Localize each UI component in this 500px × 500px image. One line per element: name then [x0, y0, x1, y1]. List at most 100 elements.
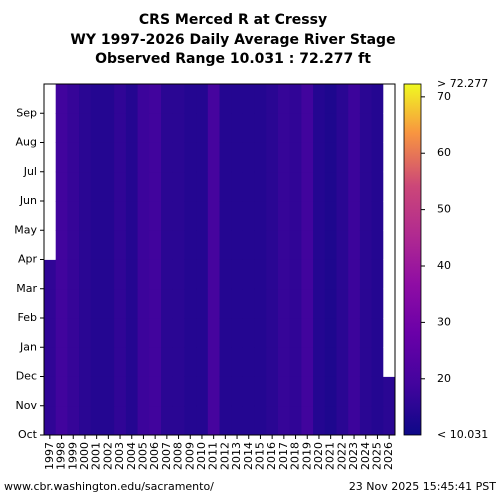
x-tick-label: 1998	[55, 442, 68, 470]
heatmap-cell	[172, 84, 185, 114]
heatmap-cell	[102, 288, 115, 319]
heatmap-cell	[278, 259, 291, 290]
heatmap-cell	[184, 376, 197, 407]
heatmap-cell	[67, 201, 80, 231]
heatmap-cell	[313, 376, 326, 407]
y-tick-label: Nov	[16, 399, 38, 412]
heatmap-cell	[55, 347, 68, 377]
heatmap-cell	[161, 376, 174, 407]
heatmap-cell	[266, 405, 279, 436]
heatmap-cell	[301, 376, 314, 407]
heatmap-cell	[231, 376, 244, 407]
heatmap-cell	[137, 201, 150, 231]
heatmap-cell	[383, 171, 396, 202]
heatmap-cell	[348, 405, 361, 436]
heatmap-cell	[79, 259, 92, 290]
x-tick-label: 2025	[370, 442, 383, 470]
heatmap-cell	[371, 84, 384, 114]
heatmap-cell	[336, 376, 349, 407]
heatmap-cell	[371, 230, 384, 260]
heatmap-cell	[301, 230, 314, 260]
heatmap-cell	[55, 405, 68, 436]
heatmap-cell	[172, 113, 185, 143]
heatmap-cell	[313, 201, 326, 231]
heatmap-cell	[137, 171, 150, 202]
heatmap-cell	[207, 318, 220, 348]
heatmap-cell	[383, 347, 396, 377]
heatmap-cell	[114, 171, 127, 202]
heatmap-cell	[125, 171, 138, 202]
heatmap-cell	[359, 142, 372, 173]
heatmap-cell	[184, 347, 197, 377]
heatmap-cell	[149, 84, 162, 114]
heatmap-cell	[242, 376, 255, 407]
heatmap-cell	[90, 201, 103, 231]
heatmap-cell	[90, 84, 103, 114]
heatmap-cell	[231, 318, 244, 348]
heatmap-cell	[371, 142, 384, 173]
heatmap-cell	[348, 84, 361, 114]
heatmap-cell	[102, 201, 115, 231]
heatmap-cell	[125, 259, 138, 290]
heatmap-cell	[102, 318, 115, 348]
heatmap-cell	[242, 201, 255, 231]
heatmap-cell	[289, 288, 302, 319]
heatmap-cell	[324, 347, 337, 377]
heatmap-cell	[242, 318, 255, 348]
heatmap-cell	[301, 171, 314, 202]
x-tick-label: 2004	[125, 442, 138, 470]
heatmap-cell	[278, 376, 291, 407]
heatmap-cell	[207, 405, 220, 436]
heatmap-cell	[371, 288, 384, 319]
heatmap-cell	[149, 171, 162, 202]
heatmap-cell	[125, 376, 138, 407]
heatmap-cell	[348, 347, 361, 377]
x-tick-label: 2012	[218, 442, 231, 470]
y-tick-label: Oct	[18, 428, 38, 441]
y-tick-label: Dec	[16, 370, 37, 383]
heatmap-cell	[102, 171, 115, 202]
heatmap-cell	[324, 376, 337, 407]
heatmap-cell	[324, 230, 337, 260]
heatmap-cell	[114, 405, 127, 436]
heatmap-cell	[254, 230, 267, 260]
heatmap-cell	[137, 288, 150, 319]
heatmap-cell	[149, 142, 162, 173]
heatmap-cell	[219, 113, 232, 143]
heatmap-cell	[67, 259, 80, 290]
heatmap-cell	[161, 230, 174, 260]
heatmap-cell	[301, 142, 314, 173]
heatmap-cell	[44, 318, 57, 348]
y-tick-label: Feb	[18, 311, 37, 324]
heatmap-cell	[90, 318, 103, 348]
heatmap-cell	[278, 288, 291, 319]
colorbar-tick-label: 40	[437, 259, 451, 272]
footer-url: www.cbr.washington.edu/sacramento/	[4, 480, 214, 493]
heatmap-cell	[114, 142, 127, 173]
heatmap-cell	[348, 318, 361, 348]
heatmap-cell	[55, 376, 68, 407]
heatmap-cell	[125, 142, 138, 173]
heatmap-cell	[313, 259, 326, 290]
x-axis-year-labels: 1997199819992000200120022003200420052006…	[43, 435, 395, 470]
heatmap-cell	[289, 318, 302, 348]
x-tick-label: 2009	[183, 442, 196, 470]
heatmap-cell	[231, 84, 244, 114]
heatmap-cell	[359, 318, 372, 348]
heatmap-cell	[90, 376, 103, 407]
y-tick-label: Mar	[16, 282, 37, 295]
heatmap-cell	[359, 201, 372, 231]
heatmap-cell	[231, 142, 244, 173]
heatmap-cell	[79, 142, 92, 173]
footer-timestamp: 23 Nov 2025 15:45:41 PST	[349, 480, 496, 493]
heatmap-cell	[278, 405, 291, 436]
heatmap-cell	[254, 347, 267, 377]
heatmap-cell	[254, 405, 267, 436]
heatmap-cell	[149, 201, 162, 231]
heatmap-cell	[371, 171, 384, 202]
heatmap-cell	[102, 142, 115, 173]
heatmap-cell	[301, 318, 314, 348]
heatmap-cell	[348, 259, 361, 290]
heatmap-cell	[137, 405, 150, 436]
